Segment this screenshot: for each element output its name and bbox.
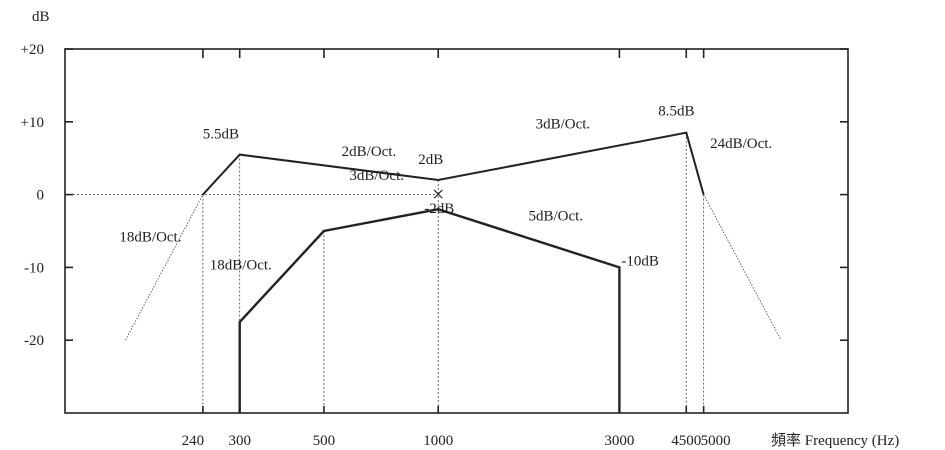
y-tick-label: -20 <box>24 333 44 349</box>
annotation-label: 8.5dB <box>658 104 694 120</box>
x-tick-label: 1000 <box>423 433 453 449</box>
guide-lines <box>65 132 705 413</box>
x-tick-label: 300 <box>228 433 251 449</box>
plot-border <box>64 48 849 414</box>
x-tick-label: 4500 <box>671 433 701 449</box>
tick-marks <box>65 48 848 413</box>
x-axis-title: 頻率 Frequency (Hz) <box>771 432 899 449</box>
marker-layer: × <box>432 182 444 207</box>
annotation-label: -10dB <box>621 253 659 269</box>
annotation-label: 2dB/Oct. <box>342 144 397 160</box>
series-upper-line <box>202 131 705 196</box>
y-tick-label: +20 <box>21 42 44 58</box>
y-tick-label: 0 <box>37 188 45 204</box>
y-tick-label: +10 <box>21 115 44 131</box>
series-skirt-line <box>703 194 782 341</box>
x-tick-label: 3000 <box>604 433 634 449</box>
annotation-label: 3dB/Oct. <box>536 116 591 132</box>
y-axis-title: dB <box>32 9 50 25</box>
x-tick-label: 240 <box>182 433 205 449</box>
annotation-label: 5dB/Oct. <box>529 208 584 224</box>
x-tick-label: 5000 <box>701 433 731 449</box>
y-tick-label: -10 <box>24 260 44 276</box>
series-layer <box>125 131 782 413</box>
series-skirt-line <box>125 194 204 341</box>
plot-frame <box>64 48 849 414</box>
annotation-label: 18dB/Oct. <box>119 229 181 245</box>
x-tick-label: 500 <box>313 433 336 449</box>
annotation-label: 24dB/Oct. <box>710 136 772 152</box>
annotation-layer: 5.5dB 2dB/Oct. 2dB 3dB/Oct. 8.5dB 24dB/Oct. 18… <box>119 104 772 274</box>
x-tick-labels: 240 300 500 1000 3000 4500 5000 <box>182 433 731 449</box>
annotation-label: 2dB <box>418 152 443 168</box>
annotation-label: 5.5dB <box>203 127 239 143</box>
y-tick-labels: +20 +10 0 -10 -20 <box>21 42 44 349</box>
annotation-label: 3dB/Oct. <box>349 168 404 184</box>
series-lower-line <box>238 207 621 413</box>
annotation-label: 18dB/Oct. <box>210 258 272 274</box>
annotation-label: -2dB <box>424 201 454 217</box>
center-marker: × <box>432 182 444 207</box>
